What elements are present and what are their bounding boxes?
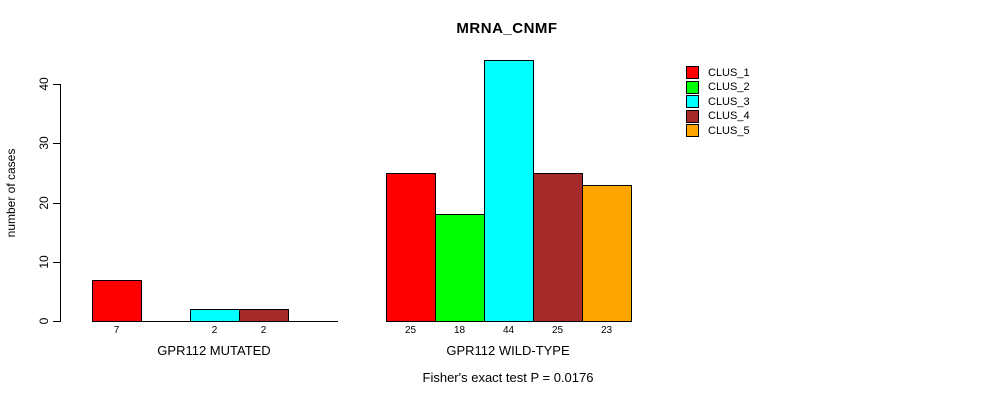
y-tick-mark — [53, 262, 60, 263]
bar-clus_3-group1 — [190, 309, 240, 322]
legend-swatch-icon — [686, 80, 699, 94]
y-tick-mark — [53, 203, 60, 204]
bar-clus_3-group2 — [484, 60, 534, 322]
legend-swatch-icon — [686, 109, 699, 123]
x-group-label-mutated: GPR112 MUTATED — [157, 343, 271, 358]
legend-swatch-icon — [686, 66, 699, 79]
legend-entry-clus_3: CLUS_3 — [686, 95, 806, 108]
y-axis-label: number of cases — [4, 148, 18, 238]
legend-label: CLUS_3 — [708, 95, 750, 108]
x-group-label-wildtype: GPR112 WILD-TYPE — [446, 343, 570, 358]
y-tick-label: 0 — [37, 317, 51, 325]
legend-label: CLUS_5 — [708, 124, 750, 137]
legend-entry-clus_5: CLUS_5 — [686, 124, 806, 137]
bar-value-label: 7 — [113, 325, 120, 336]
legend-label: CLUS_4 — [708, 110, 750, 122]
legend-label: CLUS_1 — [708, 66, 750, 79]
fisher-test-caption: Fisher's exact test P = 0.0176 — [422, 370, 594, 385]
bar-clus_4-group2 — [533, 173, 583, 322]
y-axis-line — [60, 84, 61, 322]
bar-value-label: 23 — [600, 325, 613, 336]
y-tick-label: 10 — [37, 255, 51, 269]
chart-title: MRNA_CNMF — [456, 20, 558, 37]
legend-entry-clus_1: CLUS_1 — [686, 66, 806, 79]
y-tick-mark — [53, 321, 60, 322]
bar-clus_2-group2 — [435, 214, 485, 322]
legend-swatch-icon — [686, 95, 699, 108]
bar-value-label: 25 — [551, 325, 564, 336]
legend-entry-clus_4: CLUS_4 — [686, 109, 806, 123]
y-tick-mark — [53, 84, 60, 85]
bar-value-label: 25 — [404, 325, 417, 336]
y-tick-mark — [53, 143, 60, 144]
legend-swatch-icon — [686, 124, 699, 137]
legend-entry-clus_2: CLUS_2 — [686, 80, 806, 94]
y-tick-label: 20 — [37, 196, 51, 210]
bar-value-label: 2 — [260, 325, 267, 336]
bar-clus_1-group2 — [386, 173, 436, 322]
y-tick-label: 30 — [37, 136, 51, 150]
bar-clus_5-group2 — [582, 185, 632, 322]
bar-clus_1-group1 — [92, 280, 142, 322]
bar-value-label: 2 — [211, 325, 218, 336]
legend-label: CLUS_2 — [708, 81, 750, 93]
bar-value-label: 44 — [502, 325, 515, 336]
bar-value-label: 18 — [453, 325, 466, 336]
y-tick-label: 40 — [37, 77, 51, 91]
bar-clus_4-group1 — [239, 309, 289, 322]
